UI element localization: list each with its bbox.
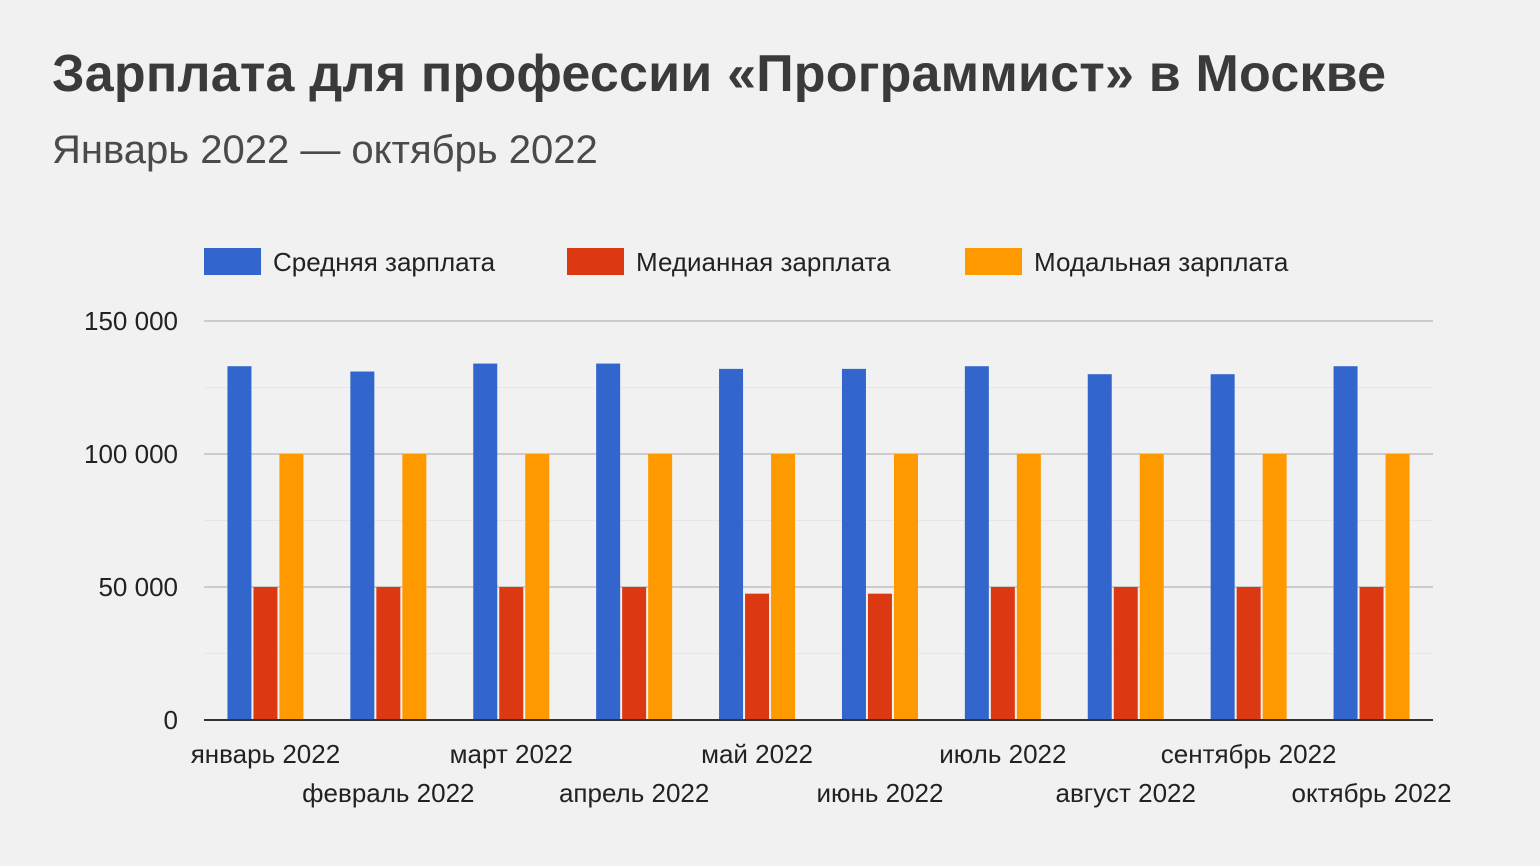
bar-1: [841, 368, 866, 720]
bar-1: [227, 366, 252, 720]
chart-title: Зарплата для профессии «Программист» в М…: [52, 45, 1387, 103]
y-tick-label: 100 000: [84, 439, 178, 469]
x-category-label: август 2022: [1056, 778, 1196, 808]
bar-3: [1139, 454, 1164, 720]
x-axis-labels: январь 2022 февраль 2022 март 2022 апрель 2…: [191, 739, 1452, 808]
bar-3: [771, 454, 796, 720]
legend-swatch-1: [204, 248, 261, 275]
legend-swatch-2: [567, 248, 624, 275]
bar-1: [1333, 366, 1358, 720]
x-category-label: июль 2022: [939, 739, 1066, 769]
bar-1: [473, 363, 498, 720]
chart-subtitle: Январь 2022 — октябрь 2022: [52, 128, 598, 172]
bar-3: [279, 454, 304, 720]
bars: [227, 363, 1410, 720]
bar-1: [1087, 374, 1112, 720]
bar-3: [1385, 454, 1410, 720]
y-axis-ticks: 0 50 000 100 000 150 000: [84, 306, 178, 735]
bar-3: [648, 454, 673, 720]
bar-3: [402, 454, 427, 720]
y-tick-label: 150 000: [84, 306, 178, 336]
bar-2: [745, 593, 770, 720]
bar-2: [499, 587, 524, 720]
bar-3: [1262, 454, 1287, 720]
x-category-label: февраль 2022: [302, 778, 474, 808]
x-category-label: март 2022: [450, 739, 573, 769]
bar-2: [622, 587, 647, 720]
legend-label-2: Медианная зарплата: [636, 247, 891, 277]
x-category-label: июнь 2022: [816, 778, 943, 808]
x-category-label: апрель 2022: [559, 778, 709, 808]
y-tick-label: 0: [164, 705, 178, 735]
bar-2: [376, 587, 401, 720]
x-category-label: сентябрь 2022: [1161, 739, 1337, 769]
bar-2: [990, 587, 1015, 720]
bar-1: [719, 368, 744, 720]
bar-1: [596, 363, 621, 720]
bar-2: [253, 587, 278, 720]
x-category-label: октябрь 2022: [1292, 778, 1452, 808]
bar-3: [893, 454, 918, 720]
legend-label-1: Средняя зарплата: [273, 247, 496, 277]
bar-1: [964, 366, 989, 720]
legend-label-3: Модальная зарплата: [1034, 247, 1289, 277]
legend-swatch-3: [965, 248, 1022, 275]
bar-2: [1359, 587, 1384, 720]
bar-1: [350, 371, 375, 720]
x-category-label: май 2022: [701, 739, 813, 769]
bar-3: [525, 454, 550, 720]
legend: Средняя зарплата Медианная зарплата Модаль…: [204, 247, 1289, 277]
bar-2: [1236, 587, 1261, 720]
bar-1: [1210, 374, 1235, 720]
bar-2: [1113, 587, 1138, 720]
bar-2: [867, 593, 892, 720]
bar-3: [1016, 454, 1041, 720]
x-category-label: январь 2022: [191, 739, 341, 769]
y-tick-label: 50 000: [98, 572, 178, 602]
